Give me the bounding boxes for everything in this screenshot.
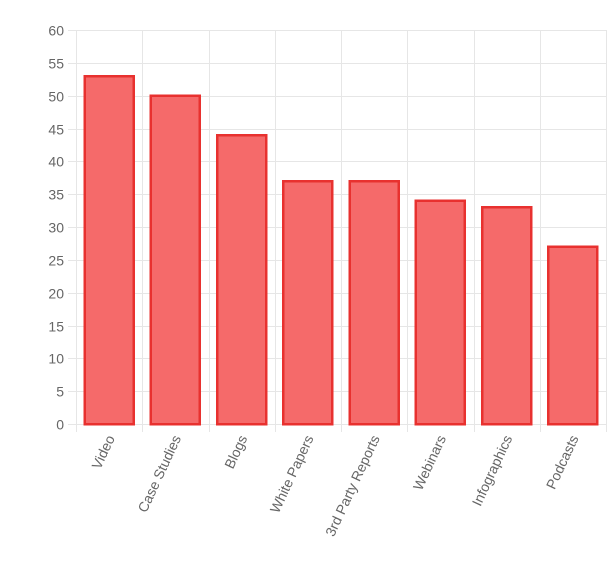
x-tick-label: Case Studies — [134, 433, 184, 515]
bar-webinars — [414, 199, 467, 426]
bar-podcasts — [547, 245, 599, 426]
y-tick-label: 35 — [48, 187, 64, 203]
y-tick-label: 45 — [48, 122, 64, 138]
bar-white-papers — [282, 179, 334, 426]
bar-3rd-party-reports — [348, 179, 400, 426]
y-tick-label: 55 — [48, 56, 64, 72]
x-tick-label: 3rd Party Reports — [322, 433, 383, 539]
x-tick-label: Video — [88, 432, 118, 471]
bar-video — [83, 74, 135, 426]
y-tick-label: 40 — [48, 154, 64, 170]
y-tick-label: 0 — [56, 417, 64, 433]
x-tick-label: Infographics — [469, 433, 516, 509]
y-tick-label: 10 — [48, 351, 64, 367]
x-tick-label: Webinars — [410, 433, 449, 493]
y-tick-label: 20 — [48, 286, 64, 302]
bar-case-studies — [149, 94, 202, 426]
y-tick-label: 15 — [48, 319, 64, 335]
x-tick-label: White Papers — [267, 433, 317, 516]
y-axis-tick-labels: 0 5 10 15 20 25 30 35 40 45 50 55 60 — [48, 23, 64, 433]
y-tick-label: 60 — [48, 23, 64, 39]
bar-blogs — [215, 133, 268, 426]
bar-infographics — [480, 206, 533, 426]
x-tick-label: Podcasts — [543, 433, 582, 492]
bars — [83, 74, 599, 426]
x-axis-tick-labels: Video Case Studies Blogs White Papers 3rd Pa… — [88, 432, 581, 538]
y-tick-label: 30 — [48, 220, 64, 236]
y-tick-label: 5 — [56, 384, 64, 400]
x-tick-label: Blogs — [221, 433, 250, 472]
y-tick-label: 50 — [48, 89, 64, 105]
y-tick-label: 25 — [48, 253, 64, 269]
